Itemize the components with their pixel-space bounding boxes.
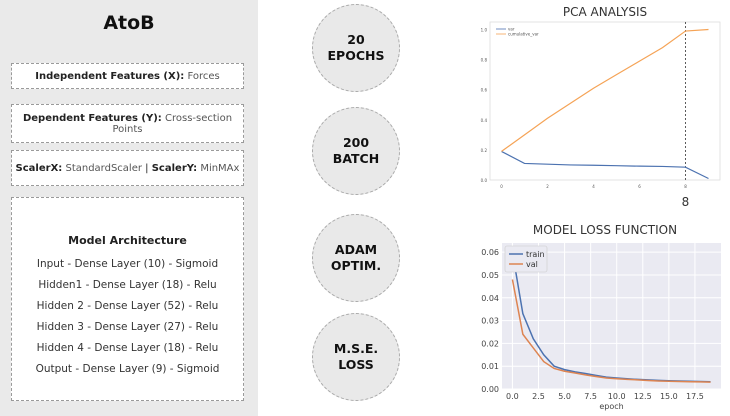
optimizer-value: ADAM [334, 242, 378, 257]
x-tick-label: 2 [546, 184, 549, 189]
y-tick-label: 0.8 [481, 58, 488, 63]
loss-circle: M.S.E. LOSS [312, 313, 400, 401]
series-line-cumulative_var [501, 28, 709, 152]
x-tick-label: 8 [684, 184, 687, 189]
layer-hidden-2: Hidden 2 - Dense Layer (52) - Relu [36, 300, 219, 312]
independent-label: Independent Features (X): [35, 70, 185, 82]
x-tick-label: 15.0 [660, 392, 678, 401]
loss-label: LOSS [338, 357, 374, 372]
scaler-card: ScalerX: StandardScaler | ScalerY: MinMA… [11, 150, 244, 186]
scaler-x-label: ScalerX: [15, 162, 63, 174]
series-line-val [511, 279, 711, 383]
model-architecture-card: Model Architecture Input - Dense Layer (… [11, 197, 244, 401]
independent-value: Forces [187, 70, 220, 82]
y-tick-label: 0.2 [481, 148, 488, 153]
x-tick-label: 4 [592, 184, 595, 189]
loss-value: M.S.E. [333, 341, 379, 356]
scaler-separator: | [145, 162, 149, 174]
y-tick-label: 0.0 [481, 178, 488, 183]
x-tick-label: 17.5 [686, 392, 704, 401]
layer-input: Input - Dense Layer (10) - Sigmoid [36, 258, 219, 270]
optimizer-label: OPTIM. [330, 258, 382, 273]
epochs-label: EPOCHS [327, 48, 385, 63]
legend-label: train [526, 250, 545, 259]
scaler-y-label: ScalerY: [151, 162, 198, 174]
threshold-annotation: 8 [682, 195, 690, 209]
epochs-value: 20 [347, 32, 365, 47]
layer-hidden-3: Hidden 3 - Dense Layer (27) - Relu [36, 321, 219, 333]
legend-label: var [508, 27, 515, 32]
batch-circle: 200 BATCH [312, 107, 400, 195]
optimizer-circle: ADAM OPTIM. [312, 214, 400, 302]
batch-value: 200 [342, 135, 370, 150]
y-tick-label: 0.6 [481, 88, 488, 93]
epochs-circle: 20 EPOCHS [312, 4, 400, 92]
series-line-var [501, 150, 709, 180]
loss-chart-title: MODEL LOSS FUNCTION [532, 223, 678, 237]
x-tick-label: 10.0 [608, 392, 626, 401]
y-tick-label: 0.05 [481, 271, 499, 280]
app-title: AtoB [103, 12, 155, 34]
layer-hidden-4: Hidden 4 - Dense Layer (18) - Relu [36, 342, 219, 354]
x-axis-label: epoch [599, 402, 623, 411]
layer-hidden-1: Hidden1 - Dense Layer (18) - Relu [38, 279, 217, 291]
layer-output: Output - Dense Layer (9) - Sigmoid [35, 363, 220, 375]
y-tick-label: 0.02 [481, 339, 499, 348]
x-tick-label: 12.5 [634, 392, 652, 401]
y-tick-label: 0.06 [481, 248, 499, 257]
scaler-y-value: MinMAx [200, 162, 240, 174]
y-tick-label: 0.4 [481, 118, 488, 123]
x-tick-label: 0 [500, 184, 503, 189]
x-tick-label: 5.0 [558, 392, 571, 401]
dependent-value: Cross-section Points [112, 112, 233, 135]
dependent-features-card: Dependent Features (Y): Cross-section Po… [11, 104, 244, 143]
independent-features-card: Independent Features (X): Forces [11, 63, 244, 89]
legend-label: cumulative_var [508, 32, 539, 37]
pca-chart-title: PCA ANALYSIS [562, 5, 648, 19]
x-tick-label: 7.5 [584, 392, 597, 401]
plot-frame [489, 21, 721, 181]
loss-chart: 0.00 0.01 0.02 0.03 0.04 0.05 0.06 0.0 2.5 5.0 7.5… [481, 243, 721, 411]
architecture-title: Model Architecture [68, 234, 187, 247]
dependent-label: Dependent Features (Y): [22, 112, 162, 124]
pca-chart: 0.0 0.2 0.4 0.6 0.8 1.0 0 2 4 6 8 varcumulative_var… [481, 21, 721, 209]
scaler-x-value: StandardScaler [65, 162, 142, 174]
y-tick-label: 0.00 [481, 385, 499, 394]
y-tick-label: 0.01 [481, 362, 499, 371]
y-tick-label: 0.04 [481, 294, 499, 303]
y-tick-label: 0.03 [481, 317, 499, 326]
y-tick-label: 1.0 [481, 28, 488, 33]
legend-label: val [526, 260, 538, 269]
batch-label: BATCH [332, 151, 380, 166]
legend-box [504, 245, 548, 273]
x-tick-label: 2.5 [532, 392, 545, 401]
x-tick-label: 0.0 [506, 392, 519, 401]
x-tick-label: 6 [638, 184, 641, 189]
